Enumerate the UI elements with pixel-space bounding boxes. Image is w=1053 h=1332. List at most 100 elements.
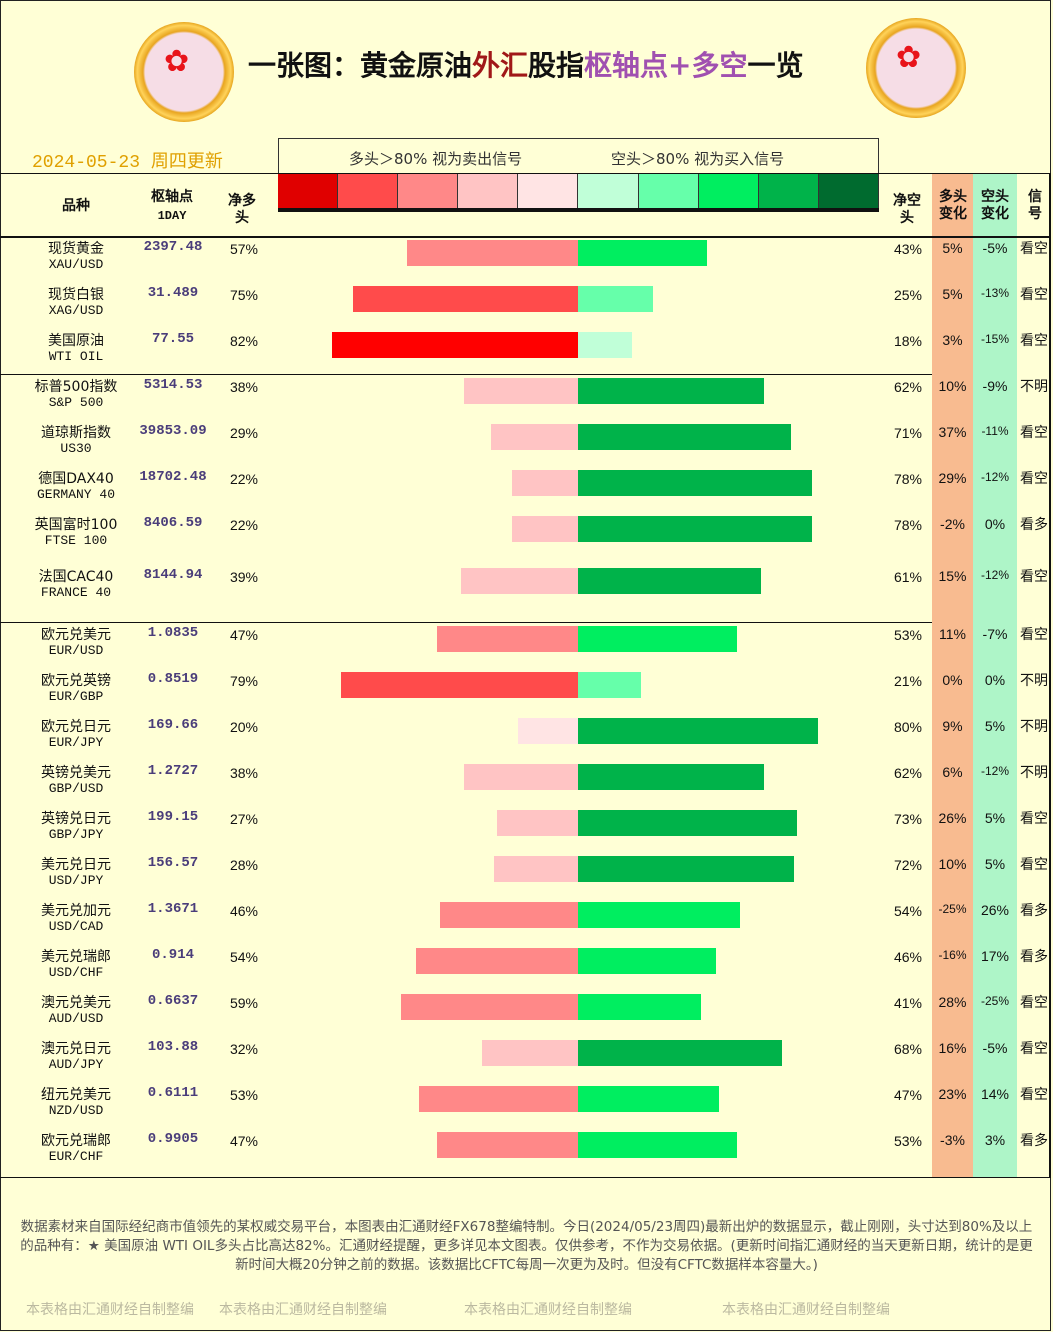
pivot-value: 0.8519 (147, 671, 199, 687)
long-bar (512, 516, 578, 542)
color-swatch (278, 173, 339, 208)
net-short-value: 53% (893, 1133, 923, 1149)
title-part: 一张图：黄金原油 (248, 49, 473, 82)
short-bar (578, 470, 812, 496)
short-change-value: 26% (980, 902, 1010, 918)
pivot-value: 169.66 (147, 717, 199, 733)
long-bar (419, 1086, 578, 1112)
color-swatch (818, 173, 879, 208)
instrument-name: 美国原油 (48, 333, 104, 349)
watermark: 本表格由汇通财经自制整编 (464, 1302, 632, 1318)
group-divider (0, 622, 932, 623)
net-long-value: 22% (229, 471, 259, 487)
net-short-value: 61% (893, 569, 923, 585)
instrument-name: 英国富时100 (34, 517, 118, 533)
short-change-value: 0% (984, 516, 1006, 532)
page-title: 一张图：黄金原油外汇股指枢轴点+多空一览 (248, 44, 804, 84)
header-pivot: 枢轴点 (151, 189, 193, 205)
signal-value: 看空 (1020, 287, 1048, 303)
short-bar (578, 424, 791, 450)
pivot-value: 199.15 (147, 809, 199, 825)
pivot-value: 5314.53 (143, 377, 203, 393)
short-bar (578, 672, 641, 698)
long-bar (464, 378, 578, 404)
long-bar (497, 810, 578, 836)
long-bar (341, 672, 578, 698)
signal-value: 看空 (1020, 1087, 1048, 1103)
header-long-change: 多头变化 (939, 189, 967, 222)
signal-value: 看空 (1020, 569, 1048, 585)
short-change-value: -13% (980, 286, 1009, 300)
net-short-value: 46% (893, 949, 923, 965)
signal-value: 看空 (1020, 811, 1048, 827)
short-bar (578, 286, 653, 312)
watermark: 本表格由汇通财经自制整编 (722, 1302, 890, 1318)
pivot-value: 77.55 (151, 331, 194, 347)
long-change-value: -16% (938, 948, 967, 962)
title-part: 一览 (747, 49, 804, 82)
long-bar (437, 1132, 578, 1158)
short-change-value: 5% (984, 718, 1006, 734)
net-short-value: 78% (893, 517, 923, 533)
long-bar (494, 856, 578, 882)
instrument-name: 现货白银 (48, 287, 104, 303)
instrument-name: 德国DAX40 (38, 471, 114, 487)
net-short-value: 21% (893, 673, 923, 689)
long-change-value: -2% (940, 516, 965, 532)
instrument-code: USD/JPY (48, 873, 104, 888)
instrument-code: AUD/JPY (48, 1057, 104, 1072)
net-long-value: 27% (229, 811, 259, 827)
pivot-value: 0.6111 (147, 1085, 199, 1101)
long-change-value: 10% (938, 378, 967, 394)
long-bar (512, 470, 578, 496)
net-long-value: 46% (229, 903, 259, 919)
pivot-value: 8144.94 (143, 567, 203, 583)
net-short-value: 80% (893, 719, 923, 735)
signal-value: 不明 (1020, 765, 1048, 781)
instrument-name: 欧元兑美元 (41, 627, 111, 643)
net-short-value: 62% (893, 765, 923, 781)
pivot-value: 0.914 (151, 947, 194, 963)
net-short-value: 62% (893, 379, 923, 395)
net-long-value: 53% (229, 1087, 259, 1103)
pivot-value: 8406.59 (143, 515, 203, 531)
pivot-value: 103.88 (147, 1039, 199, 1055)
net-short-value: 25% (893, 287, 923, 303)
watermark: 本表格由汇通财经自制整编 (219, 1302, 387, 1318)
net-short-value: 47% (893, 1087, 923, 1103)
color-swatch (338, 173, 399, 208)
long-bar (353, 286, 578, 312)
instrument-code: EUR/JPY (48, 735, 104, 750)
short-bar (578, 718, 818, 744)
net-long-value: 75% (229, 287, 259, 303)
short-bar (578, 240, 707, 266)
color-swatch (578, 173, 639, 208)
signal-value: 看空 (1020, 333, 1048, 349)
instrument-code: EUR/GBP (48, 689, 104, 704)
instrument-name: 美元兑日元 (41, 857, 111, 873)
signal-value: 看空 (1020, 241, 1048, 257)
long-change-value: 15% (938, 568, 967, 584)
net-long-value: 32% (229, 1041, 259, 1057)
long-change-value: 10% (938, 856, 967, 872)
pivot-value: 0.9905 (147, 1131, 199, 1147)
net-short-value: 71% (893, 425, 923, 441)
pivot-value: 2397.48 (143, 239, 203, 255)
header-signal: 信号 (1028, 189, 1042, 222)
instrument-name: 澳元兑日元 (41, 1041, 111, 1057)
header-net-short: 净空头 (893, 193, 921, 226)
short-bar (578, 1086, 719, 1112)
net-long-value: 29% (229, 425, 259, 441)
watermark: 本表格由汇通财经自制整编 (26, 1302, 194, 1318)
header-net-long: 净多头 (228, 193, 256, 226)
color-swatch (758, 173, 819, 208)
short-change-value: -5% (982, 1040, 1008, 1056)
instrument-code: XAG/USD (48, 303, 104, 318)
signal-value: 看多 (1020, 903, 1048, 919)
short-change-value: 0% (984, 672, 1006, 688)
header-name: 品种 (62, 198, 90, 214)
divider (0, 173, 1051, 174)
instrument-name: 美元兑瑞郎 (41, 949, 111, 965)
short-bar (578, 378, 764, 404)
short-bar (578, 810, 797, 836)
